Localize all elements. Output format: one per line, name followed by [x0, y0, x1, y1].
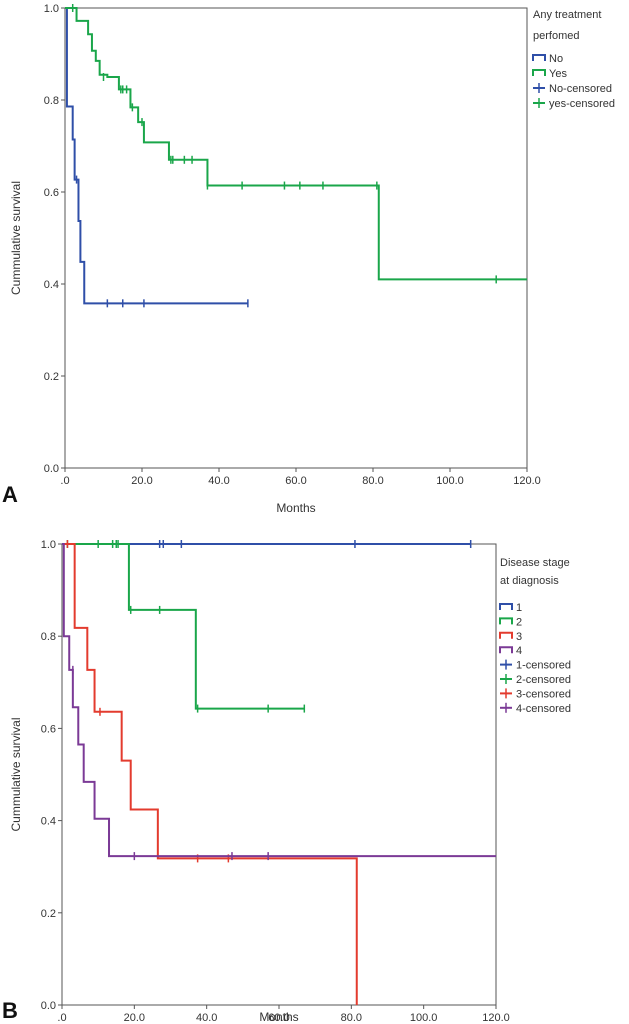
- series-3: [62, 540, 358, 1005]
- y-tick-label: 1.0: [41, 539, 56, 551]
- y-axis-label: Cummulative survival: [9, 717, 23, 831]
- panel-label: A: [2, 482, 18, 507]
- legend-item: No-censored: [533, 83, 612, 95]
- y-tick-label: 0.4: [41, 816, 56, 828]
- x-tick-label: 120.0: [513, 475, 541, 487]
- y-tick-label: 0.8: [41, 631, 56, 643]
- survival-curve-4: [62, 543, 496, 858]
- legend-label: 2: [516, 616, 522, 628]
- legend: Disease stage at diagnosis 1 2 3 4 1-censored 2…: [499, 557, 571, 715]
- legend-item: 3: [499, 631, 522, 643]
- legend-item: 1-censored: [500, 659, 571, 672]
- legend-label: Yes: [549, 68, 567, 80]
- legend-step-symbol: [499, 631, 513, 639]
- panel-label: B: [2, 998, 18, 1023]
- survival-curve-3: [62, 543, 358, 1005]
- x-tick-label: 60.0: [268, 1012, 289, 1024]
- legend-label: 3-censored: [516, 688, 571, 700]
- legend-label: 1: [516, 602, 522, 614]
- legend-item: 4: [499, 645, 522, 657]
- legend-item: 4-censored: [500, 702, 571, 715]
- legend-label: 3: [516, 631, 522, 643]
- x-tick-label: 40.0: [208, 475, 229, 487]
- y-tick-label: 0.2: [44, 371, 59, 383]
- legend-title: Disease stage: [500, 557, 570, 569]
- legend-title: Any treatment: [533, 9, 601, 21]
- x-tick-label: 80.0: [362, 475, 383, 487]
- legend-item: 2: [499, 616, 522, 628]
- legend-label: yes-censored: [549, 98, 615, 110]
- plot-frame: [61, 543, 497, 1006]
- series-4: [62, 543, 496, 861]
- x-tick-label: 60.0: [285, 475, 306, 487]
- y-axis-label: Cummulative survival: [9, 181, 23, 295]
- x-tick-label: 100.0: [436, 475, 464, 487]
- x-tick-label: .0: [60, 475, 69, 487]
- legend: Any treatment perfomed No Yes No-censored yes…: [532, 9, 615, 110]
- x-tick-label: 100.0: [410, 1012, 438, 1024]
- legend-label: 2-censored: [516, 674, 571, 686]
- series-2: [62, 540, 306, 713]
- y-tick-label: 0.8: [44, 95, 59, 107]
- y-tick-label: 0.6: [41, 723, 56, 735]
- x-axis-label: Months: [259, 1010, 298, 1024]
- legend-item: 1: [499, 602, 522, 614]
- legend-item: No: [532, 53, 563, 65]
- legend-step-symbol: [499, 617, 513, 625]
- y-tick-label: 0.2: [41, 908, 56, 920]
- legend-item: yes-censored: [533, 98, 615, 110]
- x-tick-label: 120.0: [482, 1012, 510, 1024]
- legend-label: 4: [516, 645, 522, 657]
- y-tick-label: 0.6: [44, 187, 59, 199]
- legend-item: 3-censored: [500, 688, 571, 700]
- legend-step-symbol: [499, 646, 513, 654]
- legend-label: 1-censored: [516, 660, 571, 672]
- y-tick-label: 0.4: [44, 279, 59, 291]
- legend-step-symbol: [532, 54, 546, 61]
- x-axis-label: Months: [276, 501, 315, 515]
- series-no: [65, 7, 249, 308]
- x-tick-label: .0: [57, 1012, 66, 1024]
- series-1: [62, 540, 472, 548]
- x-tick-label: 40.0: [196, 1012, 217, 1024]
- y-tick-label: 0.0: [44, 463, 59, 475]
- legend-label: No-censored: [549, 83, 612, 95]
- plot-frame: [64, 7, 528, 469]
- x-tick-label: 20.0: [131, 475, 152, 487]
- legend-label: 4-censored: [516, 703, 571, 715]
- chart-panel-a: .0 20.0 40.0 60.0 80.0 100.0 120.0 0.0 0.2 0.4 0.6…: [2, 3, 615, 515]
- survival-curve-2: [62, 543, 305, 710]
- legend-step-symbol: [532, 69, 546, 76]
- y-tick-label: 1.0: [44, 3, 59, 15]
- legend-label: No: [549, 53, 563, 65]
- legend-item: 2-censored: [500, 674, 571, 686]
- legend-title: perfomed: [533, 30, 579, 42]
- survival-curve-no: [65, 7, 248, 305]
- y-tick-label: 0.0: [41, 1000, 56, 1012]
- legend-item: Yes: [532, 68, 567, 80]
- series-yes: [65, 4, 527, 284]
- survival-curve-yes: [65, 7, 527, 281]
- chart-panel-b: .0 20.0 40.0 60.0 80.0 100.0 120.0 0.0 0.2 0.4 0.6…: [2, 539, 571, 1024]
- legend-title: at diagnosis: [500, 575, 559, 587]
- x-tick-label: 80.0: [341, 1012, 362, 1024]
- legend-step-symbol: [499, 603, 513, 610]
- x-tick-label: 20.0: [124, 1012, 145, 1024]
